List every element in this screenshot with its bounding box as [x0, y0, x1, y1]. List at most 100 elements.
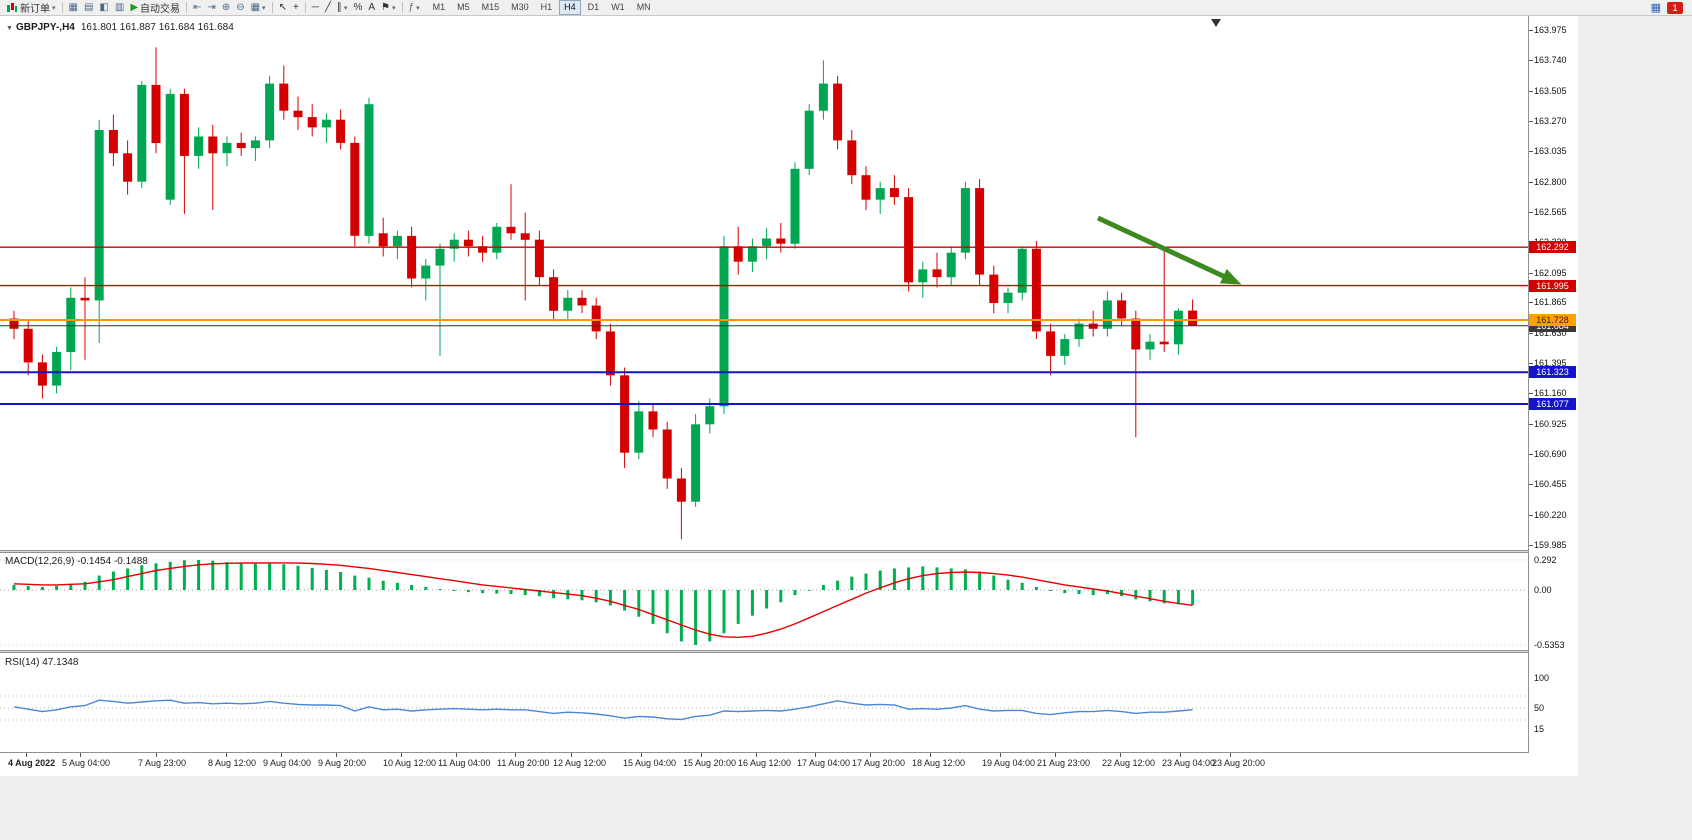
price-axis-tick	[1529, 514, 1533, 516]
zoom-out-icon: ⊖	[236, 1, 245, 13]
timeframe-button-mn[interactable]: MN	[636, 2, 651, 12]
time-axis-tick	[1055, 753, 1056, 757]
notification-badge[interactable]: 1	[1667, 1, 1683, 14]
data-window-icon: ▤	[83, 1, 94, 13]
hline-price-tag[interactable]: 161.995	[1529, 279, 1576, 292]
price-axis-tick	[1529, 211, 1533, 213]
chart-shift-button[interactable]: ⇤	[190, 1, 204, 15]
price-axis-label: 160.455	[1534, 479, 1567, 490]
price-axis-tick	[1529, 484, 1533, 486]
zoom-in-button[interactable]: ⊕	[219, 1, 233, 15]
time-axis-tick	[1120, 753, 1121, 757]
crosshair-tool-button[interactable]: +	[290, 1, 302, 15]
hline-price-tag[interactable]: 161.323	[1529, 366, 1576, 379]
rsi-axis-label: 15	[1534, 724, 1545, 734]
price-axis-label: 162.095	[1534, 267, 1567, 278]
time-axis-tick	[1000, 753, 1001, 757]
channel-tool-button[interactable]: ∥ ▾	[334, 1, 351, 15]
auto-scroll-icon: ⇥	[207, 1, 216, 13]
rsi-panel[interactable]	[0, 653, 1528, 752]
time-axis-tick	[701, 753, 702, 757]
time-axis-tick	[281, 753, 282, 757]
timeframe-button-m1[interactable]: M1	[432, 2, 446, 12]
price-axis-tick	[1529, 181, 1533, 183]
time-axis-label: 15 Aug 04:00	[623, 758, 677, 768]
data-window-button[interactable]: ▤	[81, 1, 96, 15]
horizontal-line-tool-button[interactable]: ─	[309, 1, 322, 15]
hline-price-tag[interactable]: 161.728	[1529, 314, 1576, 327]
chart-window-icon[interactable]: ▦	[1650, 1, 1661, 14]
arrow-tool-button[interactable]: ⚑ ▾	[378, 1, 398, 15]
chevron-down-icon: ▾	[416, 4, 420, 12]
text-tool-button[interactable]: A	[365, 1, 378, 15]
hline-price-tag[interactable]: 161.077	[1529, 398, 1576, 411]
price-axis[interactable]: 163.975 163.740 163.505 163.270 163.035 162.8…	[1529, 16, 1578, 776]
macd-header: MACD(12,26,9) -0.1454 -0.1488	[5, 556, 148, 567]
macd-panel[interactable]	[0, 553, 1528, 650]
timeframe-button-m5[interactable]: M5	[457, 2, 470, 12]
macd-values: -0.1454 -0.1488	[77, 556, 148, 567]
fibonacci-tool-button[interactable]: %	[350, 1, 365, 15]
trend-arrow-object[interactable]	[1096, 215, 1242, 285]
chevron-down-icon: ▾	[262, 4, 266, 12]
price-axis-label: 159.985	[1534, 540, 1567, 550]
toolbar-right-group: ▦ 1	[1651, 1, 1689, 15]
shift-marker-icon	[1211, 19, 1221, 27]
price-axis-label: 163.740	[1534, 55, 1567, 66]
time-axis-label: 9 Aug 04:00	[263, 758, 312, 768]
market-watch-button[interactable]: ▦	[66, 1, 81, 15]
auto-trading-button[interactable]: ▶ 自动交易	[127, 1, 183, 16]
rsi-value: 47.1348	[42, 657, 79, 668]
price-axis-tick	[1529, 30, 1533, 31]
timeframe-button-h4[interactable]: H4	[559, 0, 581, 15]
chevron-down-icon: ▾	[391, 4, 396, 12]
timeframe-button-h1[interactable]: H1	[540, 2, 553, 12]
price-axis-tick	[1529, 363, 1533, 364]
timeframe-button-w1[interactable]: W1	[611, 2, 625, 12]
hline-price-tag[interactable]: 162.292	[1529, 241, 1576, 254]
time-axis-tick	[815, 753, 816, 757]
new-order-label: 新订单	[20, 4, 50, 15]
time-axis-tick	[870, 753, 871, 757]
time-axis-label: 18 Aug 12:00	[912, 758, 966, 768]
trendline-tool-button[interactable]: ╱	[322, 1, 334, 15]
pane-separator[interactable]	[0, 550, 1578, 553]
price-axis-label: 161.395	[1534, 358, 1567, 368]
cursor-tool-button[interactable]: ↖	[276, 1, 290, 15]
timeframe-button-d1[interactable]: D1	[587, 2, 600, 12]
timeframe-toolbar: M1 M5 M15 M30 H1 H4 D1 W1 MN	[427, 0, 657, 15]
new-order-button[interactable]: 新订单 ▾	[3, 1, 59, 15]
price-axis-tick	[1529, 60, 1533, 62]
time-axis[interactable]: 4 Aug 2022 5 Aug 04:00 7 Aug 23:00 8 Aug 12…	[0, 753, 1578, 776]
price-axis-label: 161.865	[1534, 297, 1567, 308]
indicators-icon: ƒ	[408, 1, 415, 13]
indicators-button[interactable]: ƒ ▾	[406, 1, 423, 15]
navigator-icon: ◧	[99, 1, 109, 13]
time-axis-tick	[26, 753, 27, 757]
time-axis-tick	[401, 753, 402, 757]
tile-windows-button[interactable]: ▦ ▾	[248, 1, 269, 15]
time-axis-label: 9 Aug 20:00	[318, 758, 367, 768]
time-axis-tick	[571, 753, 572, 757]
text-tool-icon: A	[368, 1, 376, 13]
navigator-button[interactable]: ◧	[96, 1, 111, 15]
pane-separator[interactable]	[0, 650, 1578, 653]
ohlc-values: 161.801 161.887 161.684 161.684	[80, 22, 234, 33]
auto-scroll-button[interactable]: ⇥	[204, 1, 218, 15]
price-axis-label: 163.975	[1534, 25, 1567, 35]
chevron-down-icon: ▾	[52, 4, 56, 12]
price-axis-tick	[1529, 545, 1533, 546]
symbol-period-label: GBPJPY-,H4	[15, 22, 75, 33]
time-axis-tick	[515, 753, 516, 757]
horizontal-line-icon: ─	[311, 1, 319, 13]
terminal-button[interactable]: ▥	[112, 1, 127, 15]
timeframe-button-m15[interactable]: M15	[481, 2, 500, 12]
toolbar-separator	[304, 2, 306, 13]
collapse-icon: ▼	[6, 25, 13, 32]
zoom-out-button[interactable]: ⊖	[233, 1, 247, 15]
chart-shift-icon: ⇤	[193, 1, 202, 13]
timeframe-button-m30[interactable]: M30	[511, 2, 529, 12]
main-price-chart[interactable]	[0, 16, 1528, 550]
arrow-tool-icon: ⚑	[381, 1, 390, 13]
auto-trading-label: 自动交易	[140, 4, 181, 15]
